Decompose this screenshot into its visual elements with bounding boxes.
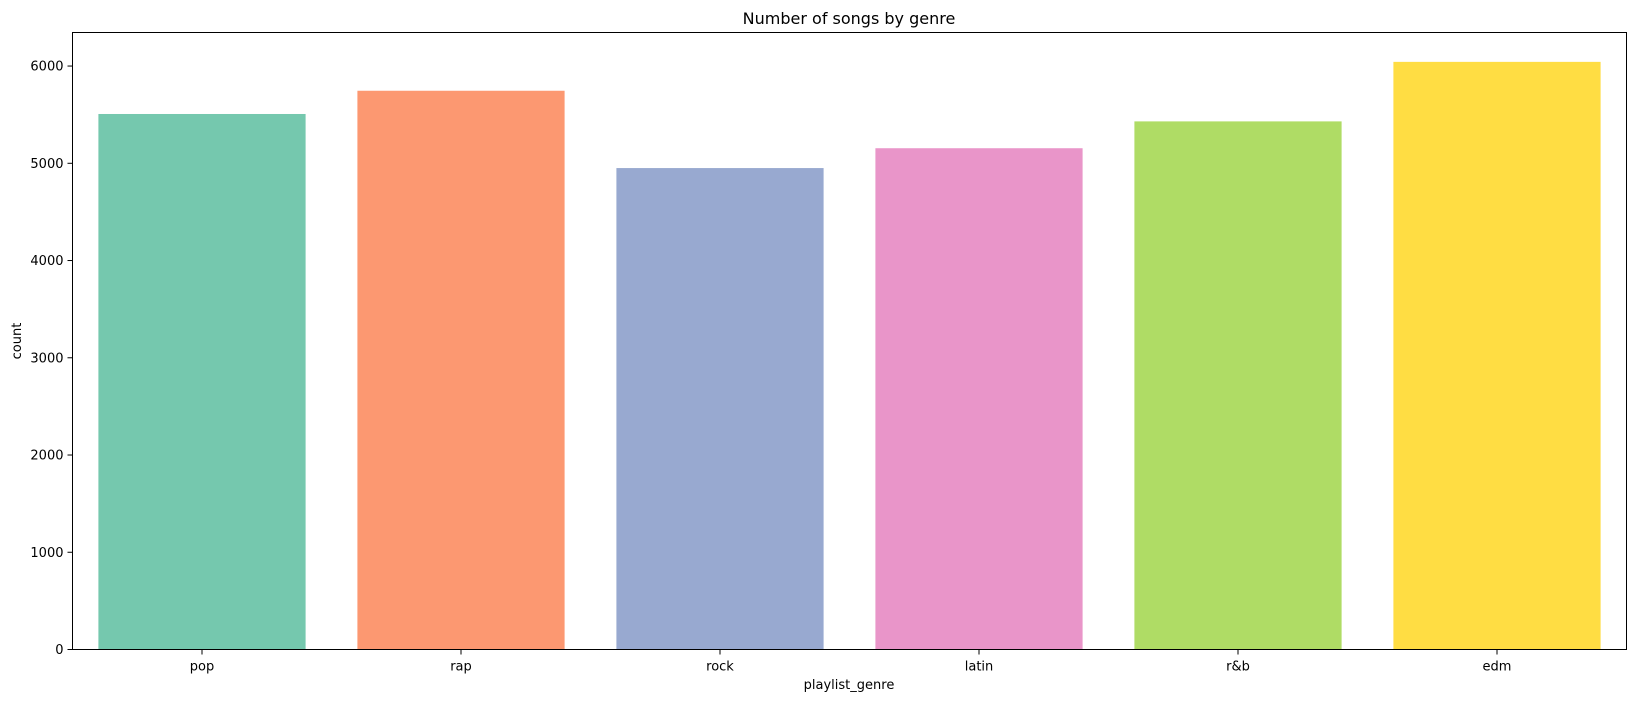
y-axis-label: count: [10, 323, 25, 360]
bar-latin: [875, 148, 1083, 650]
bar-pop: [98, 113, 306, 650]
x-tick-label: pop: [190, 660, 214, 675]
bar-r&b: [1134, 121, 1342, 650]
x-axis-label: playlist_genre: [804, 678, 895, 693]
y-tick-label: 6000: [30, 60, 63, 75]
y-tick-label: 2000: [30, 449, 63, 464]
y-tick-label: 1000: [30, 546, 63, 561]
x-axis-ticks: pop rap rock latin r&b edm: [190, 649, 1512, 675]
bars-layer: [98, 61, 1601, 650]
x-tick-label: latin: [965, 660, 994, 675]
y-tick-label: 0: [55, 643, 63, 658]
bar-edm: [1393, 61, 1601, 650]
x-tick-label: r&b: [1226, 660, 1250, 675]
y-tick-label: 4000: [30, 254, 63, 269]
x-tick-label: rap: [450, 660, 472, 675]
chart-title: Number of songs by genre: [743, 9, 956, 28]
axes-layer: [72, 32, 1627, 650]
x-tick-label: edm: [1483, 660, 1512, 675]
y-tick-label: 3000: [30, 351, 63, 366]
bar-rock: [616, 168, 824, 650]
plot-frame: [72, 32, 1627, 650]
y-tick-label: 5000: [30, 157, 63, 172]
x-tick-label: rock: [706, 660, 734, 675]
y-axis-ticks: 0 1000 2000 3000 4000 5000 6000: [30, 60, 73, 658]
bar-rap: [357, 90, 565, 650]
